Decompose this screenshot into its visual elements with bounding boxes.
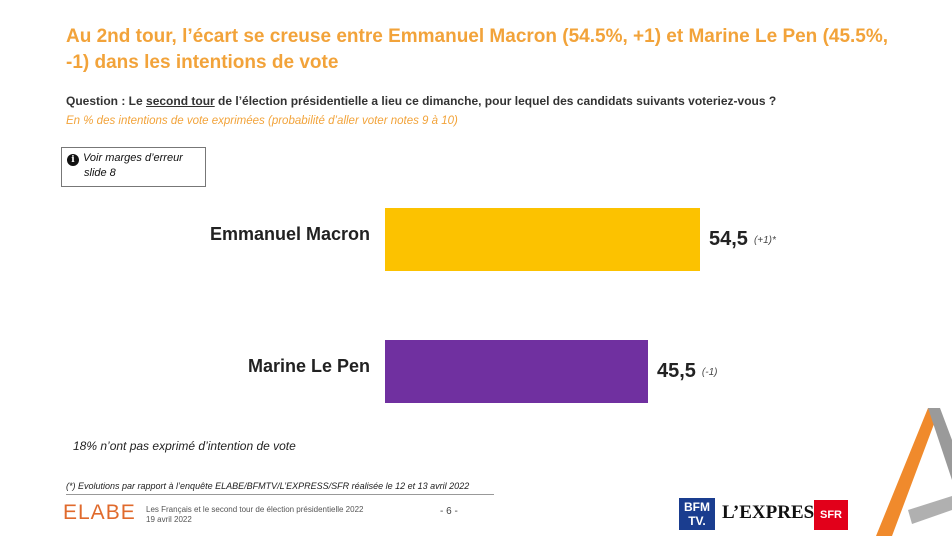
note-line2: slide 8 [84,167,116,179]
page-number: - 6 - [440,506,458,517]
bar-evolution: (+1)* [753,235,776,246]
bar [385,340,648,403]
bar [385,208,700,271]
footer-divider [66,494,494,495]
mark-grey-bar [908,496,952,524]
mark-orange-stroke [876,408,940,536]
elabe-logo: ELABE [63,501,136,524]
elabe-corner-mark [876,408,952,536]
question-prefix: Question : Le [66,94,147,108]
question-underlined: second tour [146,94,215,108]
sfr-logo: SFR [814,500,848,530]
bfm-line1: BFM [684,500,710,514]
info-icon: i [67,154,79,166]
bar-label: Marine Le Pen [247,356,370,376]
footer-line2: 19 avril 2022 [146,515,192,524]
bfm-line2: TV. [688,514,706,528]
footer-caption: Les Français et le second tour de électi… [146,505,363,525]
survey-question: Question : Le second tour de l’élection … [66,94,906,108]
question-suffix: de l’élection présidentielle a lieu ce d… [214,94,777,108]
bar-evolution: (-1) [701,367,718,378]
non-expressed-note: 18% n’ont pas exprimé d’intention de vot… [73,439,296,453]
page-title: Au 2nd tour, l’écart se creuse entre Emm… [66,26,889,73]
bfmtv-logo: BFM TV. [679,498,715,530]
survey-subtitle: En % des intentions de vote exprimées (p… [66,115,458,127]
bar-value-label: 45,5 (-1) [657,360,718,383]
bar-value-label: 54,5 (+1)* [709,228,776,251]
bar-chart: Emmanuel Macron 54,5 (+1)* Marine Le Pen 45,… [0,195,952,415]
evolution-footnote: (*) Evolutions par rapport à l’enquête E… [66,481,470,491]
error-margin-note: i Voir marges d’erreur slide 8 [61,147,206,187]
mark-grey-stroke [928,408,952,480]
lexpress-logo: L’EXPRESS [722,502,825,523]
footer-line1: Les Français et le second tour de électi… [146,505,364,514]
bar-value: 45,5 [656,360,696,382]
bar-value: 54,5 [709,228,748,250]
note-line1: Voir marges d’erreur [83,152,183,164]
bar-label: Emmanuel Macron [209,224,370,244]
